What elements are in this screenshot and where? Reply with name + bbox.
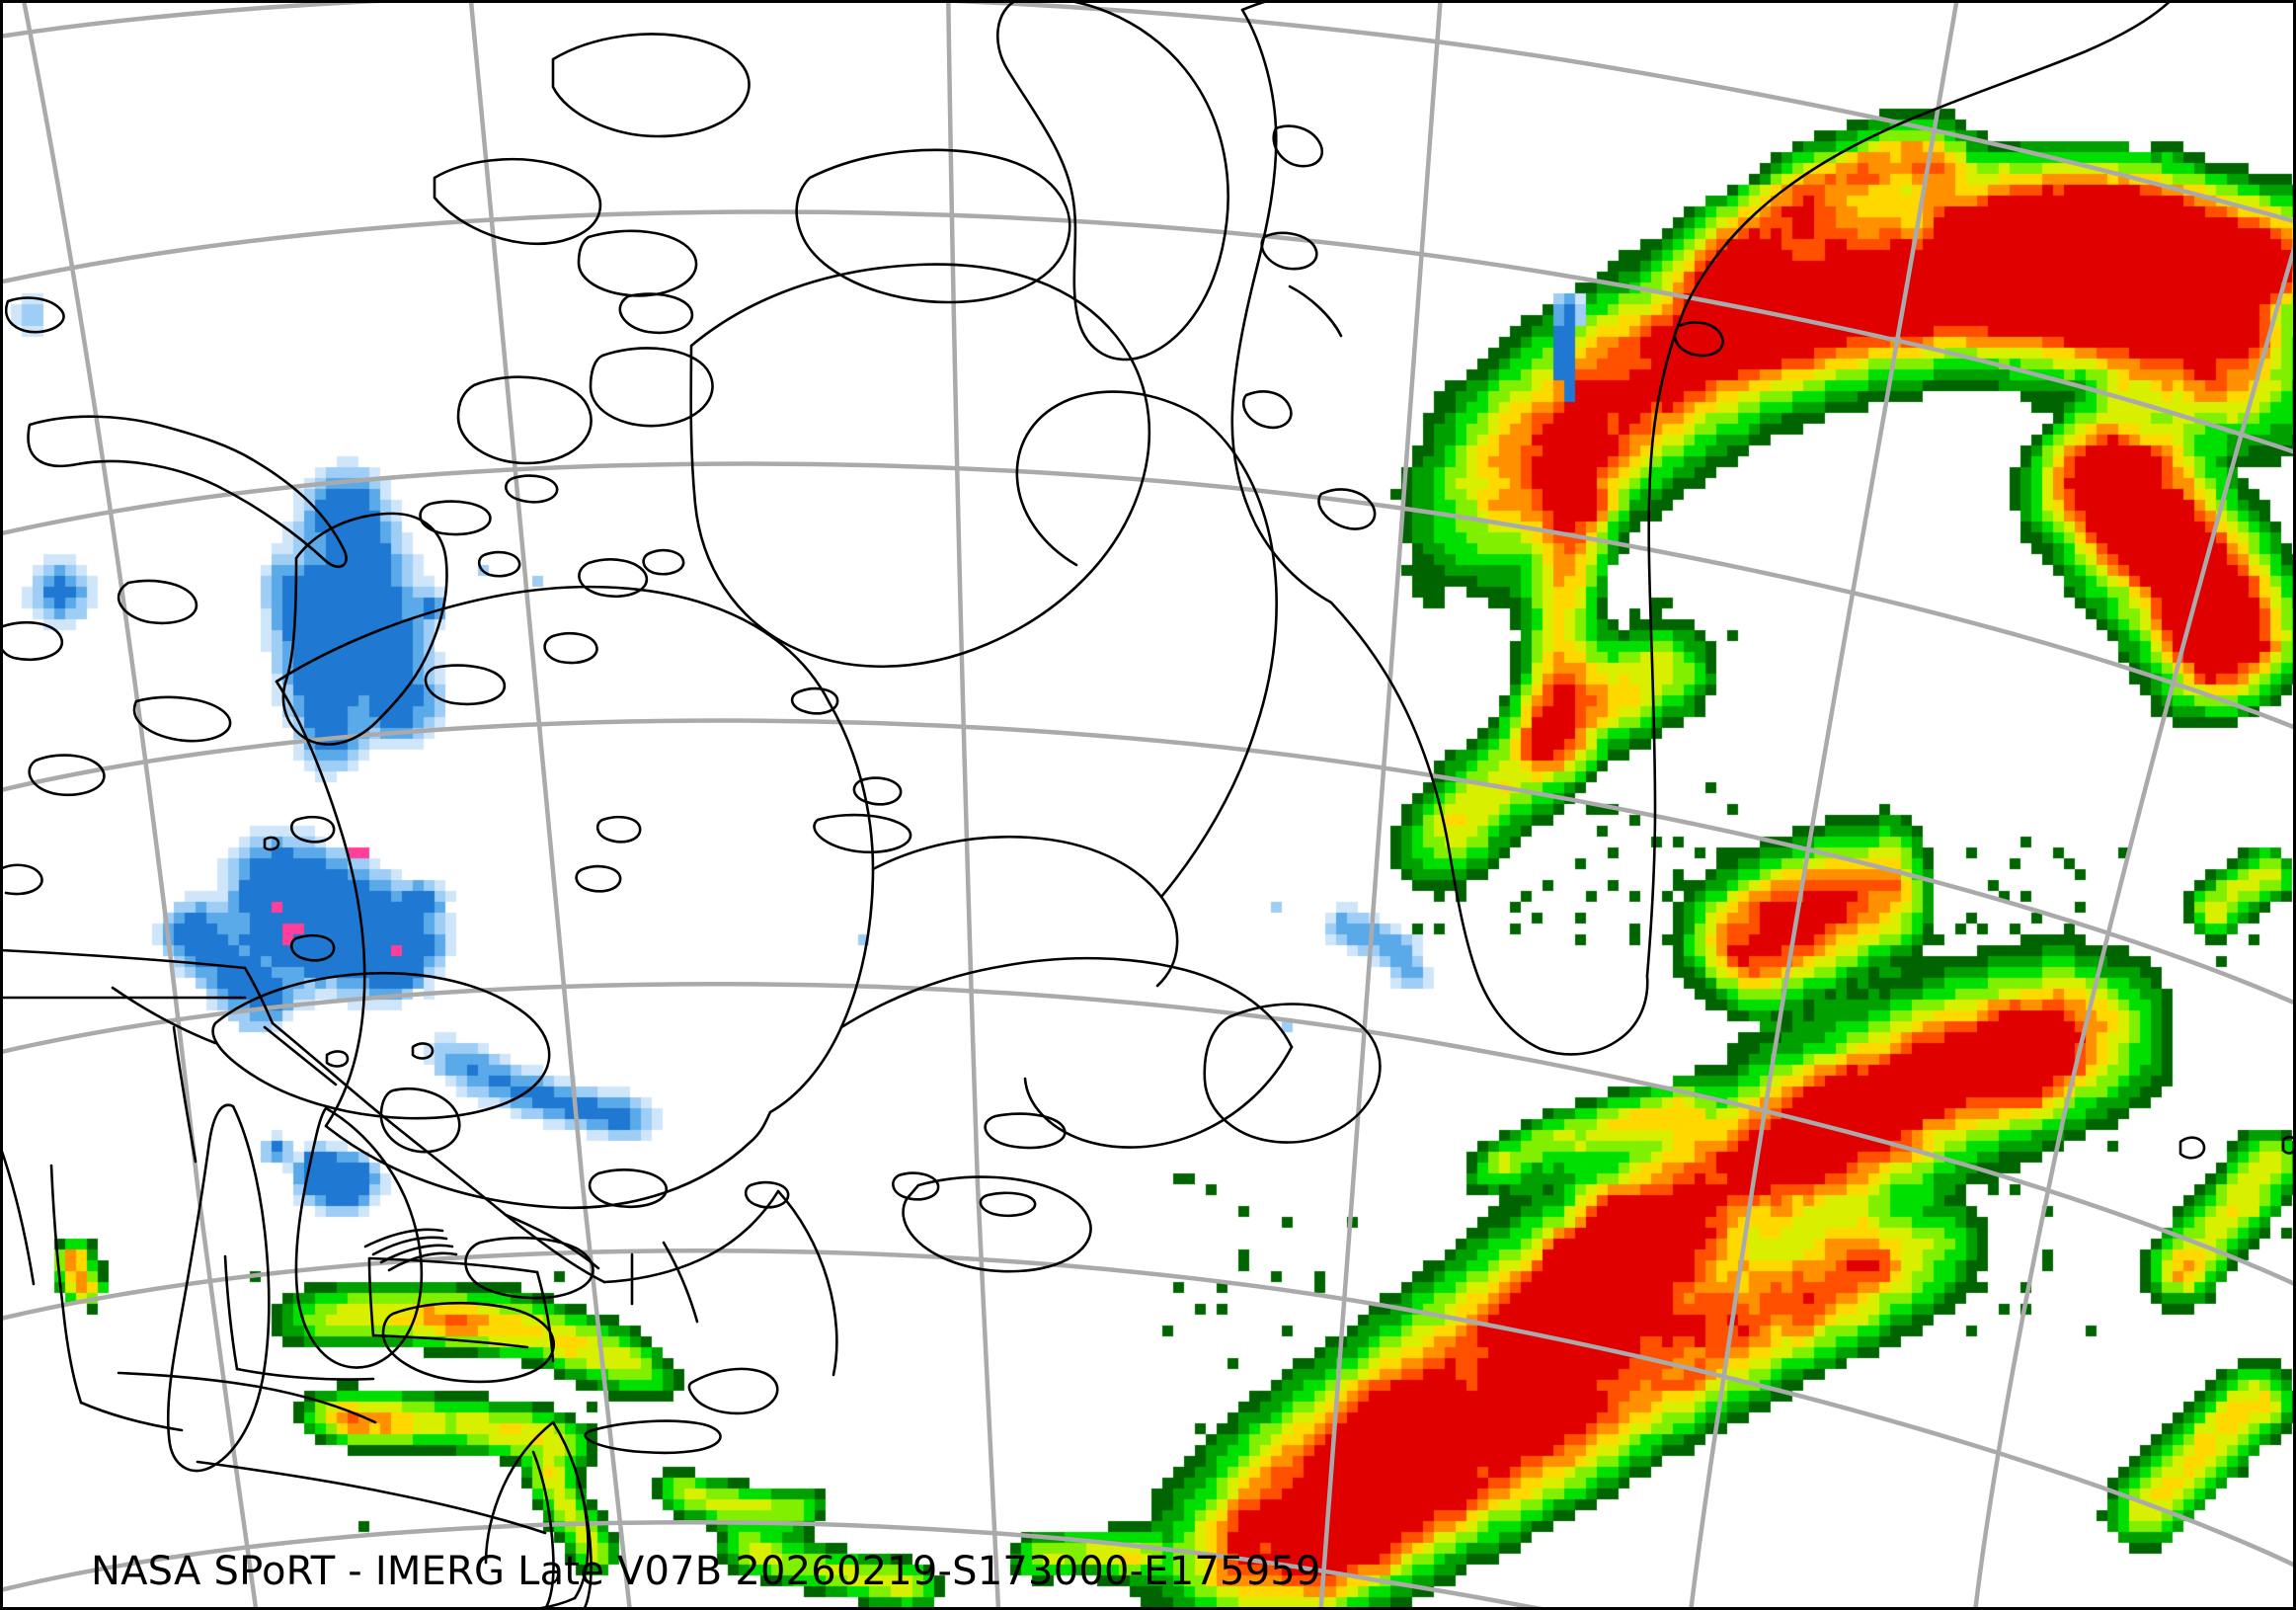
product-caption: NASA SPoRT - IMERG Late V07B 20260219-S1…: [91, 1549, 1321, 1594]
